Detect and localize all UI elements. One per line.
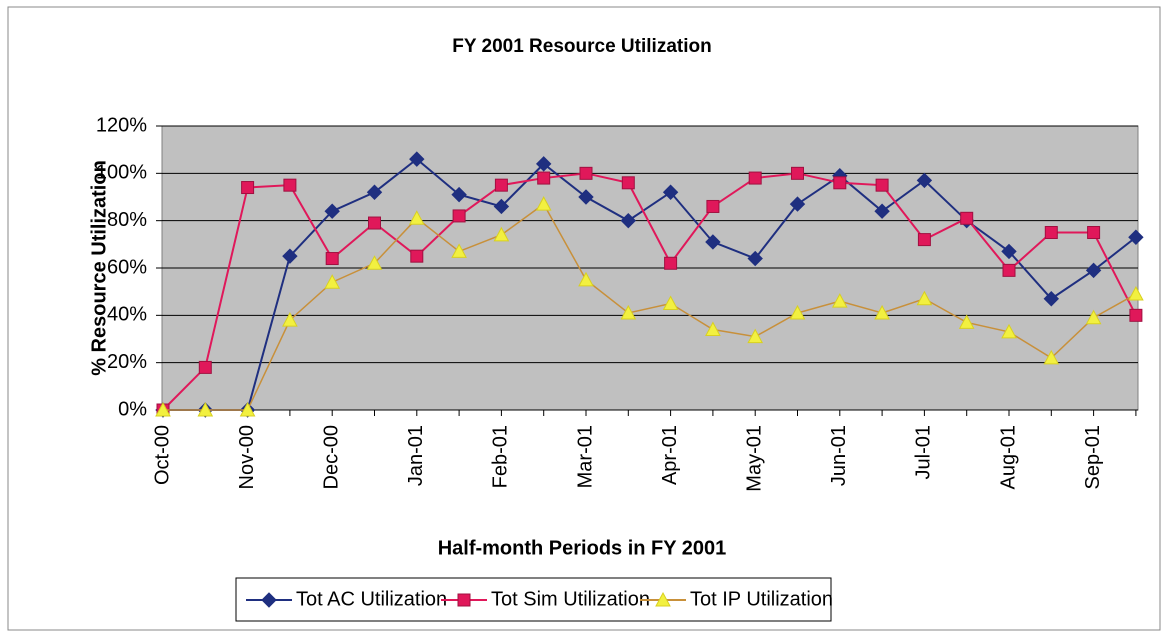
marker — [1044, 226, 1058, 239]
marker — [833, 176, 847, 190]
x-tick-label: Mar-01 — [574, 425, 596, 488]
marker — [662, 295, 679, 310]
marker — [916, 290, 933, 306]
series-line — [162, 172, 1137, 411]
y-tick-label: 120% — [96, 114, 147, 136]
y-axis-title: % Resource Utilization — [88, 160, 110, 376]
x-tick-label: Sep-01 — [1082, 425, 1104, 490]
x-tick-label: Nov-00 — [236, 425, 258, 489]
x-tick-label: Jan-01 — [405, 425, 427, 486]
marker — [789, 196, 806, 212]
legend-label: Tot IP Utilization — [690, 588, 833, 610]
marker — [1129, 308, 1143, 322]
y-tick-label: 60% — [107, 256, 147, 278]
x-tick-label: Oct-00 — [151, 425, 173, 485]
marker — [874, 203, 890, 219]
y-tick-label: 80% — [107, 209, 147, 231]
marker — [578, 189, 594, 205]
marker — [875, 178, 889, 192]
marker — [368, 216, 381, 230]
marker — [366, 255, 383, 270]
marker — [493, 226, 510, 242]
marker — [1087, 226, 1101, 239]
marker — [789, 304, 806, 320]
marker — [655, 591, 671, 607]
marker — [705, 321, 721, 337]
marker — [493, 198, 510, 215]
marker — [831, 293, 848, 308]
marker — [1085, 309, 1102, 325]
marker — [1001, 323, 1017, 339]
x-tick-label: Dec-00 — [320, 425, 342, 489]
marker — [366, 184, 383, 200]
marker — [1002, 263, 1016, 277]
marker — [706, 199, 720, 213]
legend — [235, 577, 832, 622]
marker — [662, 184, 679, 200]
marker — [958, 314, 975, 329]
marker — [452, 209, 466, 223]
marker — [1128, 285, 1144, 301]
marker — [705, 234, 721, 250]
marker — [451, 243, 467, 258]
x-tick-label: Apr-01 — [659, 425, 681, 485]
y-tick-label: 40% — [107, 304, 147, 326]
marker — [791, 166, 804, 180]
marker — [620, 212, 637, 229]
marker — [960, 211, 974, 225]
y-tick-label: 0% — [118, 398, 147, 420]
marker — [155, 401, 171, 417]
marker — [239, 401, 256, 417]
marker — [457, 593, 471, 607]
marker — [537, 171, 551, 185]
marker — [1128, 229, 1144, 245]
marker — [1001, 243, 1017, 260]
marker — [1043, 349, 1060, 365]
marker — [198, 360, 212, 374]
marker — [325, 252, 339, 266]
x-tick-label: Aug-01 — [997, 425, 1019, 490]
marker — [282, 312, 298, 327]
marker — [874, 304, 890, 320]
x-tick-label: May-01 — [743, 425, 765, 492]
legend-label: Tot Sim Utilization — [491, 588, 650, 610]
marker — [917, 233, 931, 247]
marker — [579, 166, 593, 180]
marker — [578, 271, 594, 287]
marker — [451, 186, 467, 203]
y-tick-label: 20% — [107, 351, 147, 373]
chart-title: FY 2001 Resource Utilization — [452, 36, 711, 57]
marker — [535, 196, 552, 211]
x-tick-label: Jun-01 — [828, 425, 850, 486]
legend-label: Tot AC Utilization — [296, 588, 447, 610]
x-axis-title: Half-month Periods in FY 2001 — [438, 537, 727, 559]
marker — [1043, 291, 1060, 307]
marker — [261, 592, 277, 608]
marker — [197, 401, 214, 417]
marker — [408, 210, 425, 225]
marker — [494, 178, 508, 192]
marker — [747, 250, 763, 267]
marker — [621, 176, 635, 190]
marker — [283, 178, 297, 192]
marker — [620, 304, 637, 320]
y-tick-label: 100% — [96, 162, 147, 184]
marker — [409, 151, 425, 167]
marker — [916, 172, 933, 189]
marker — [748, 171, 762, 185]
marker — [410, 249, 424, 263]
x-tick-label: Jul-01 — [913, 425, 935, 479]
marker — [535, 156, 552, 172]
x-tick-label: Feb-01 — [490, 425, 512, 488]
marker — [1085, 262, 1102, 279]
marker — [747, 328, 764, 344]
marker — [241, 181, 255, 195]
marker — [324, 274, 341, 289]
marker — [324, 203, 340, 219]
marker — [282, 248, 298, 264]
marker — [664, 256, 678, 270]
